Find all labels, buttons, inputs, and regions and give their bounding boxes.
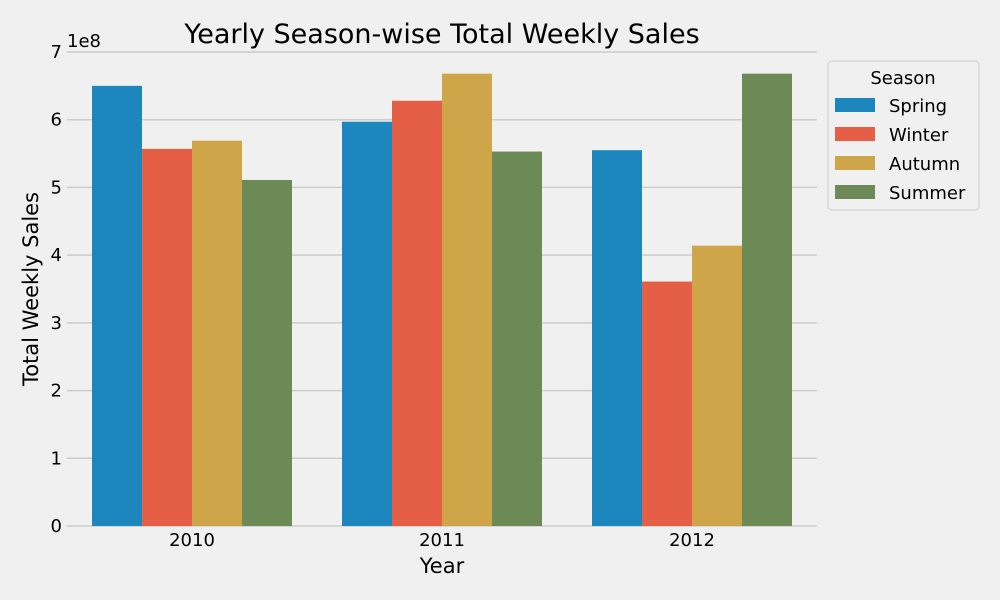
legend-swatch-autumn <box>835 156 875 170</box>
legend-items: Spring Winter Autumn Summer <box>835 96 966 204</box>
x-tick-label: 2011 <box>419 530 465 551</box>
bar-winter-2012 <box>642 281 692 526</box>
legend-label-spring: Spring <box>889 96 947 117</box>
bar-autumn-2011 <box>442 73 492 526</box>
legend-label-autumn: Autumn <box>889 154 960 175</box>
y-tick-label: 3 <box>51 313 62 334</box>
x-tick-labels: 2010 2011 2012 <box>169 530 715 551</box>
legend-label-summer: Summer <box>889 183 966 204</box>
bar-autumn-2012 <box>692 245 742 527</box>
y-tick-label: 2 <box>51 381 62 402</box>
bar-winter-2011 <box>392 100 442 527</box>
bar-summer-2010 <box>242 179 292 527</box>
y-tick-label: 5 <box>51 177 62 198</box>
legend-swatch-summer <box>835 185 875 199</box>
legend-swatch-spring <box>835 98 875 112</box>
legend: Season Spring Winter Autumn Summer <box>827 60 980 211</box>
bar-autumn-2010 <box>192 140 242 526</box>
y-tick-label: 1 <box>51 448 62 469</box>
y-tick-label: 4 <box>51 245 62 266</box>
legend-swatch-winter <box>835 127 875 141</box>
bar-summer-2012 <box>742 73 792 526</box>
x-tick-label: 2010 <box>169 530 215 551</box>
bar-winter-2010 <box>142 148 192 526</box>
y-tick-label: 0 <box>51 516 62 537</box>
x-axis-label: Year <box>419 554 465 578</box>
bar-spring-2011 <box>342 121 392 526</box>
bar-spring-2012 <box>592 150 642 526</box>
chart-title: Yearly Season-wise Total Weekly Sales <box>183 19 699 50</box>
bar-spring-2010 <box>92 85 142 526</box>
y-tick-label: 7 <box>51 42 62 63</box>
legend-title: Season <box>870 68 935 89</box>
y-tick-label: 6 <box>51 110 62 131</box>
y-tick-labels: 0 1 2 3 4 5 6 7 <box>51 42 62 537</box>
legend-label-winter: Winter <box>889 125 949 146</box>
bars <box>92 73 792 527</box>
x-tick-label: 2012 <box>669 530 715 551</box>
y-axis-label: Total Weekly Sales <box>19 192 43 387</box>
y-offset-label: 1e8 <box>67 31 101 52</box>
bar-summer-2011 <box>492 151 542 527</box>
